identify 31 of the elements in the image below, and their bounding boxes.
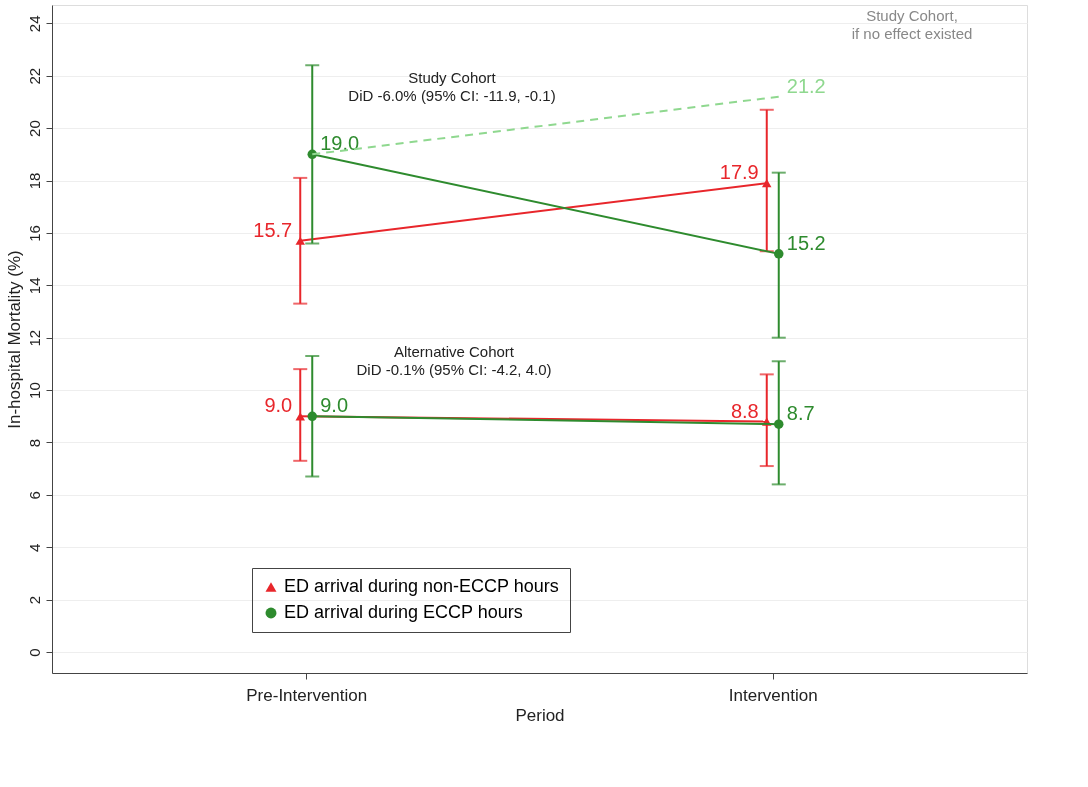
y-tick-label: 12 (25, 329, 43, 347)
y-tick-label: 18 (25, 172, 43, 190)
legend-label: ED arrival during non-ECCP hours (284, 576, 559, 596)
y-tick-label: 2 (25, 595, 43, 605)
x-axis-title: Period (515, 705, 565, 725)
data-label: 8.8 (730, 399, 759, 422)
data-label: 21.2 (786, 74, 826, 97)
data-label: 8.7 (786, 402, 815, 425)
annotation: Study Cohort, if no effect existed (851, 7, 973, 42)
y-tick-label: 6 (25, 491, 43, 500)
y-tick-label: 22 (25, 67, 43, 85)
x-tick-label: Intervention (728, 685, 818, 705)
data-label: 15.2 (786, 231, 826, 254)
data-label: 17.9 (719, 161, 759, 184)
y-tick-label: 16 (25, 225, 43, 242)
x-tick-label: Pre-Intervention (246, 685, 368, 705)
y-tick-label: 0 (25, 648, 43, 657)
y-tick-label: 24 (25, 15, 43, 33)
y-tick-label: 10 (25, 382, 43, 399)
legend-label: ED arrival during ECCP hours (284, 602, 523, 622)
y-tick-label: 14 (25, 277, 43, 295)
y-tick-label: 8 (25, 438, 43, 448)
annotation: Alternative Cohort DiD -0.1% (95% CI: -4.2, 4.0) (356, 343, 552, 378)
data-label: 19.0 (320, 132, 360, 155)
annotation: Study Cohort DiD -6.0% (95% CI: -11.9, -0.1) (348, 69, 556, 104)
y-tick-label: 20 (25, 120, 43, 137)
y-tick-label: 4 (25, 543, 43, 552)
data-label: 9.0 (264, 394, 293, 417)
data-label: 15.7 (253, 218, 293, 241)
data-label: 9.0 (320, 394, 349, 417)
y-axis-title: In-hospital Mortality (%) (4, 250, 24, 429)
